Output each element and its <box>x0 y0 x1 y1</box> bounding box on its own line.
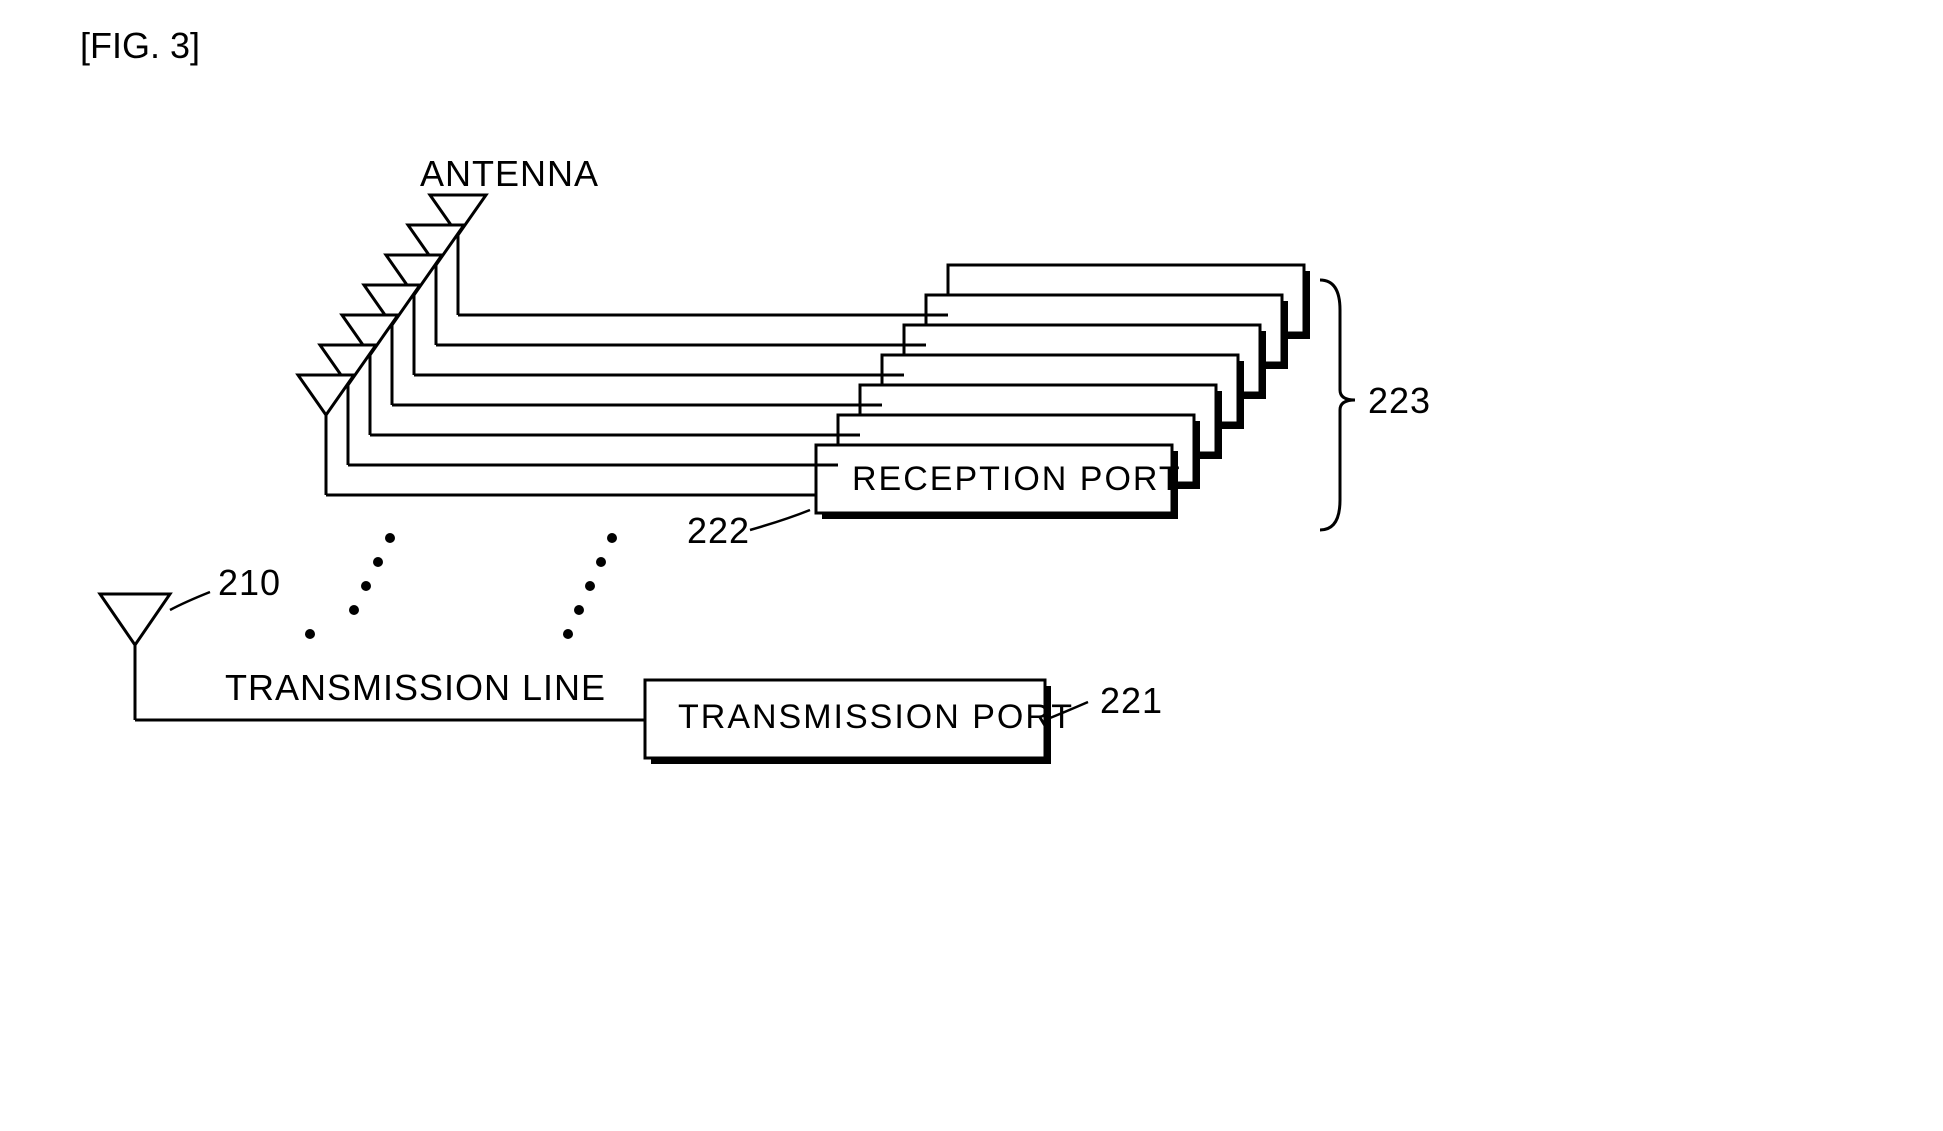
ref-210: 210 <box>218 562 281 604</box>
transmission-port-label: TRANSMISSION PORT <box>678 698 1074 737</box>
transmission-line-label: TRANSMISSION LINE <box>225 667 606 709</box>
diagram-svg <box>0 0 1943 1131</box>
reception-port-label: RECEPTION PORT <box>852 460 1182 499</box>
ref-223: 223 <box>1368 380 1431 422</box>
ref-221: 221 <box>1100 680 1163 722</box>
antenna-label: ANTENNA <box>420 153 599 195</box>
ref-222: 222 <box>687 510 750 552</box>
